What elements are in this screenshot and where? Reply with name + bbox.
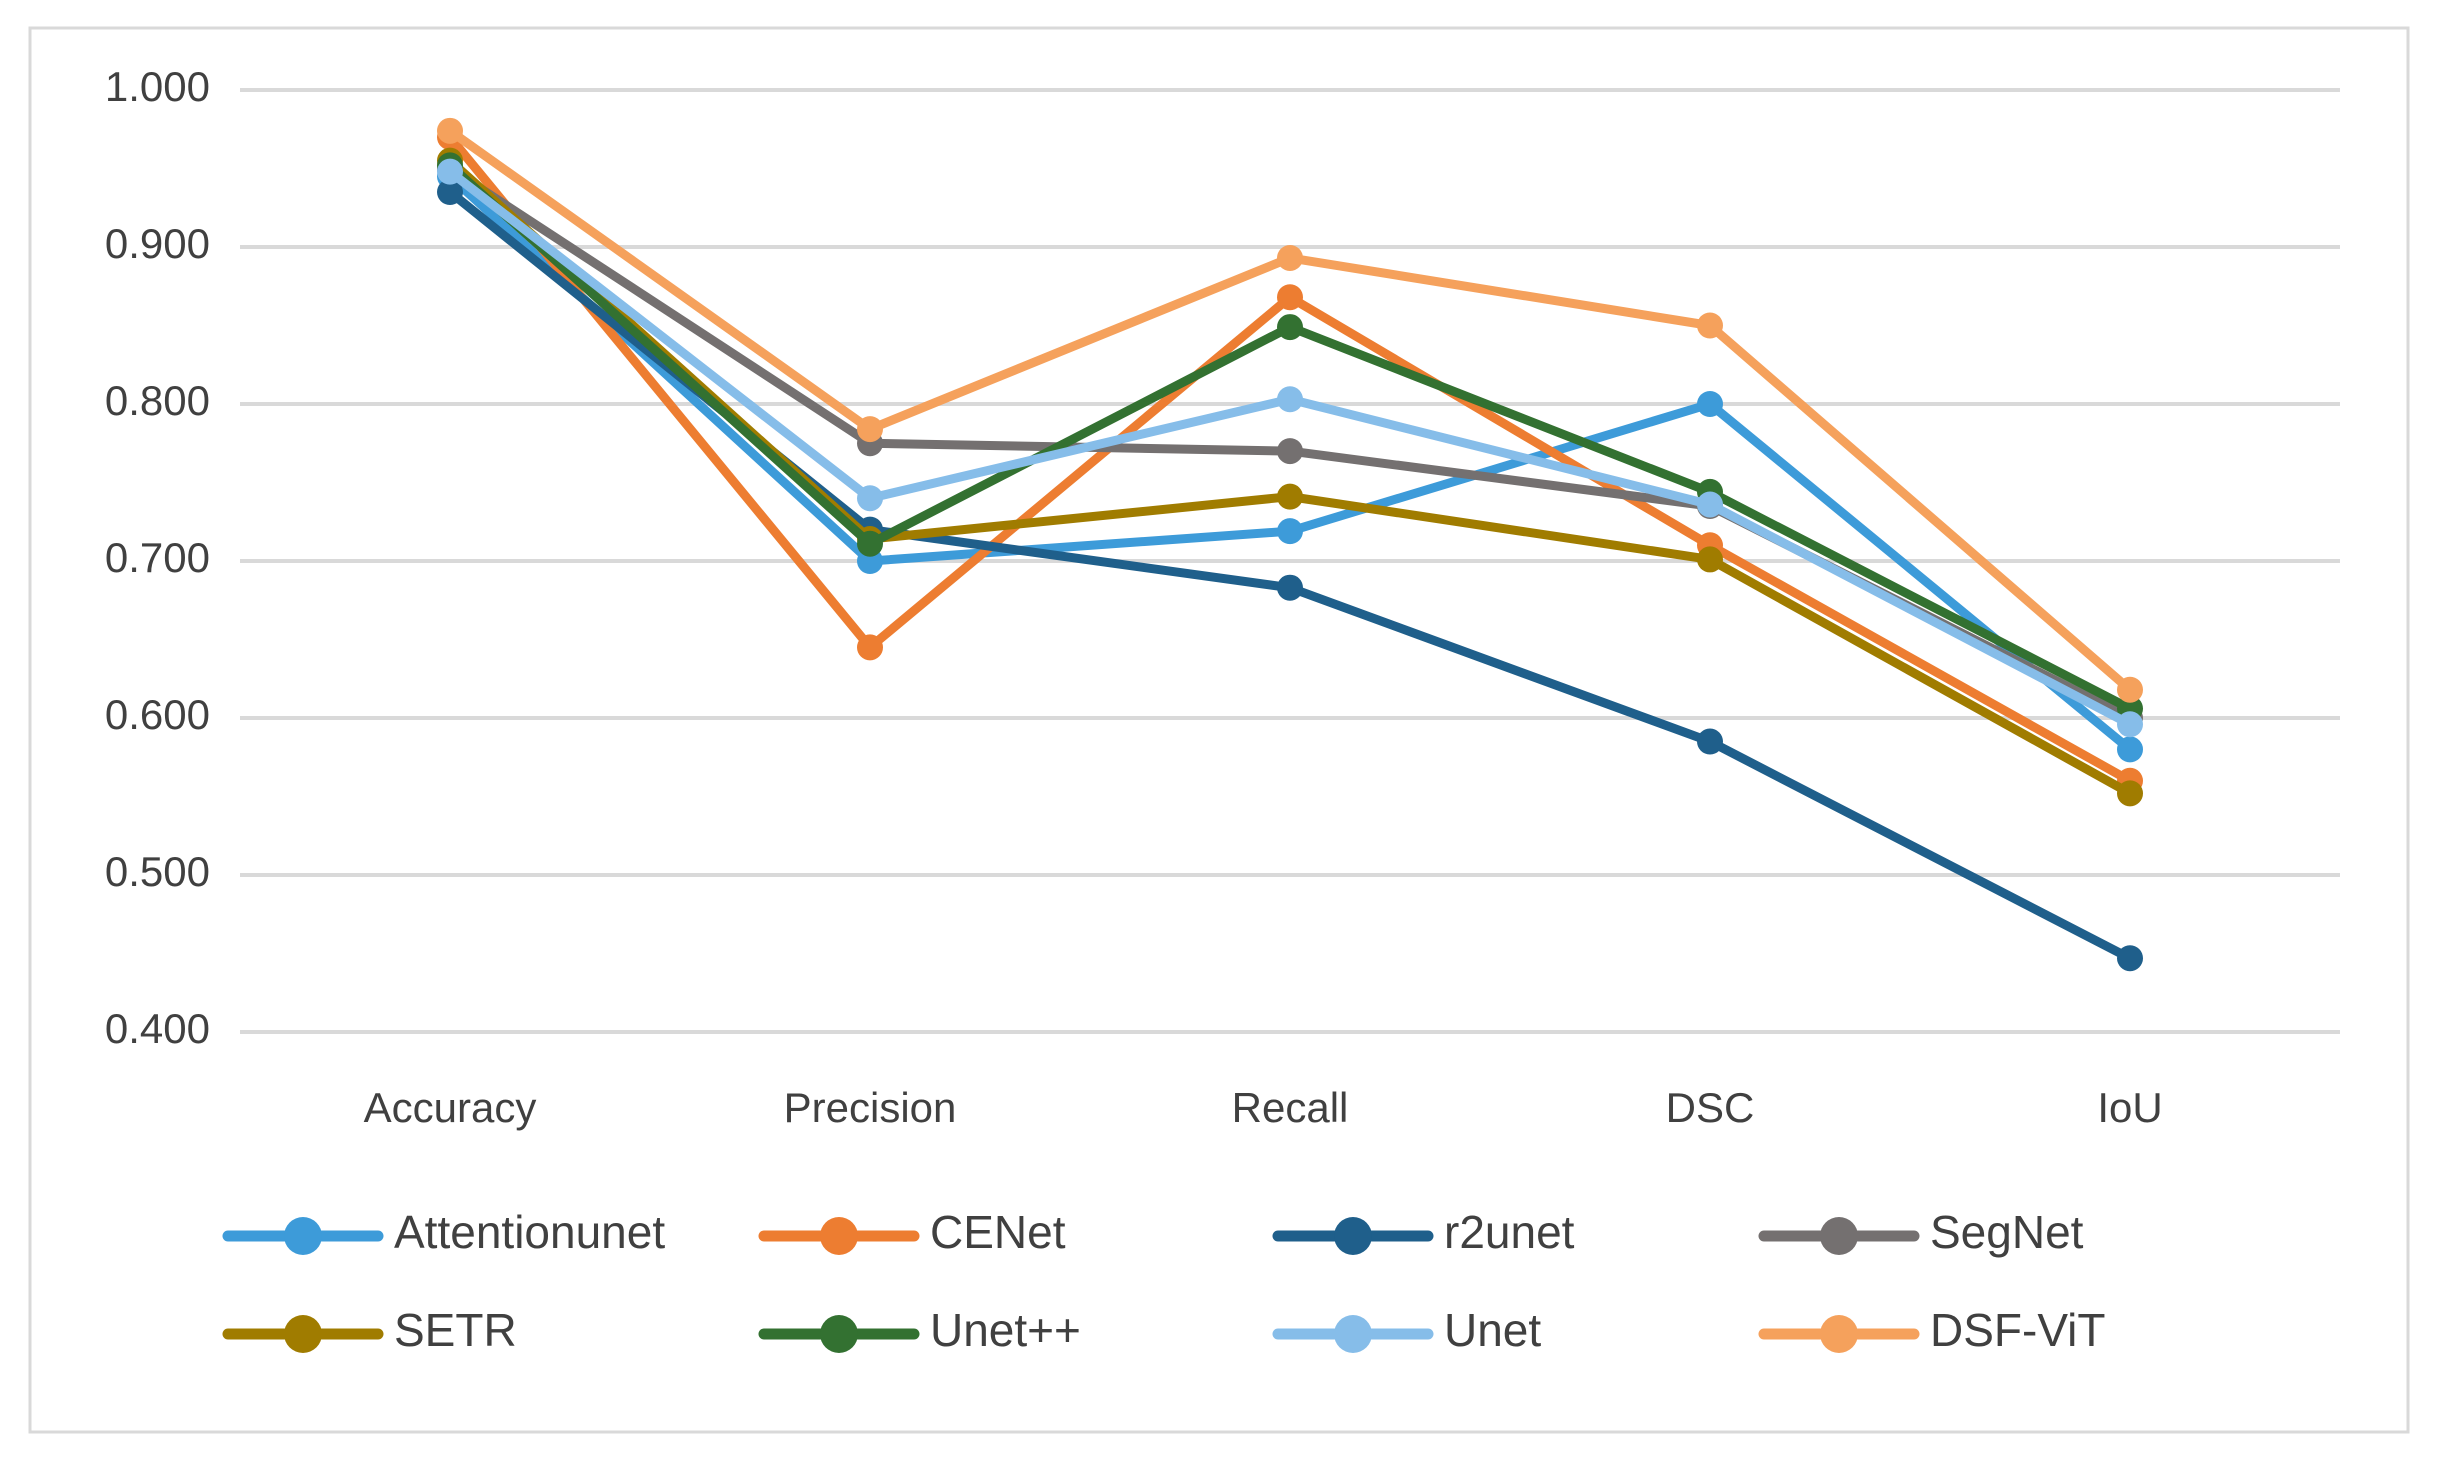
series-marker-unet: [857, 485, 883, 512]
series-marker-setr: [1697, 546, 1723, 573]
x-category-label: IoU: [2097, 1084, 2162, 1131]
legend-marker-dot: [1820, 1315, 1858, 1353]
x-category-label: DSC: [1666, 1084, 1755, 1131]
series-marker-unet: [1697, 491, 1723, 518]
series-marker-r2unet: [437, 179, 463, 206]
legend-marker-dot: [820, 1217, 858, 1255]
series-marker-segnet: [1277, 438, 1303, 465]
series-marker-unet: [1277, 386, 1303, 413]
legend-item-label: Unet++: [930, 1304, 1081, 1356]
legend-marker-dot: [284, 1315, 322, 1353]
series-marker-unet: [2117, 711, 2143, 738]
series-marker-r2unet: [1697, 728, 1723, 755]
legend-item-label: DSF-ViT: [1930, 1304, 2106, 1356]
x-category-label: Accuracy: [364, 1084, 537, 1131]
series-marker-dsf-vit: [2117, 676, 2143, 703]
series-marker-unet: [437, 158, 463, 185]
series-marker-unet-: [857, 530, 883, 557]
legend-marker-dot: [820, 1315, 858, 1353]
series-marker-cenet: [857, 634, 883, 661]
series-marker-setr: [1277, 483, 1303, 510]
series-marker-setr: [2117, 780, 2143, 807]
legend-item-label: CENet: [930, 1206, 1066, 1258]
series-marker-dsf-vit: [1277, 244, 1303, 271]
legend-item-label: r2unet: [1444, 1206, 1575, 1258]
series-marker-r2unet: [2117, 945, 2143, 972]
series-marker-attentionunet: [1697, 391, 1723, 417]
legend-marker-dot: [1820, 1217, 1858, 1255]
y-tick-label: 1.000: [105, 63, 210, 110]
legend-item-label: Attentionunet: [394, 1206, 665, 1258]
y-tick-label: 0.900: [105, 220, 210, 267]
legend-item-label: SETR: [394, 1304, 517, 1356]
y-tick-label: 0.400: [105, 1005, 210, 1052]
legend-marker-dot: [1334, 1315, 1372, 1353]
legend-item-label: Unet: [1444, 1304, 1541, 1356]
y-tick-label: 0.700: [105, 534, 210, 581]
x-category-label: Recall: [1232, 1084, 1349, 1131]
x-category-label: Precision: [784, 1084, 957, 1131]
legend-marker-dot: [284, 1217, 322, 1255]
series-marker-dsf-vit: [437, 117, 463, 144]
legend-marker-dot: [1334, 1217, 1372, 1255]
series-marker-dsf-vit: [857, 416, 883, 443]
y-tick-label: 0.800: [105, 377, 210, 424]
series-marker-attentionunet: [2117, 736, 2143, 763]
y-tick-label: 0.500: [105, 848, 210, 895]
chart-border: [28, 26, 2410, 1434]
series-marker-cenet: [1277, 284, 1303, 311]
y-tick-label: 0.600: [105, 691, 210, 738]
series-marker-dsf-vit: [1697, 312, 1723, 339]
series-marker-attentionunet: [1277, 518, 1303, 545]
legend-item-label: SegNet: [1930, 1206, 2084, 1258]
series-marker-unet-: [1277, 314, 1303, 341]
series-marker-r2unet: [1277, 574, 1303, 601]
